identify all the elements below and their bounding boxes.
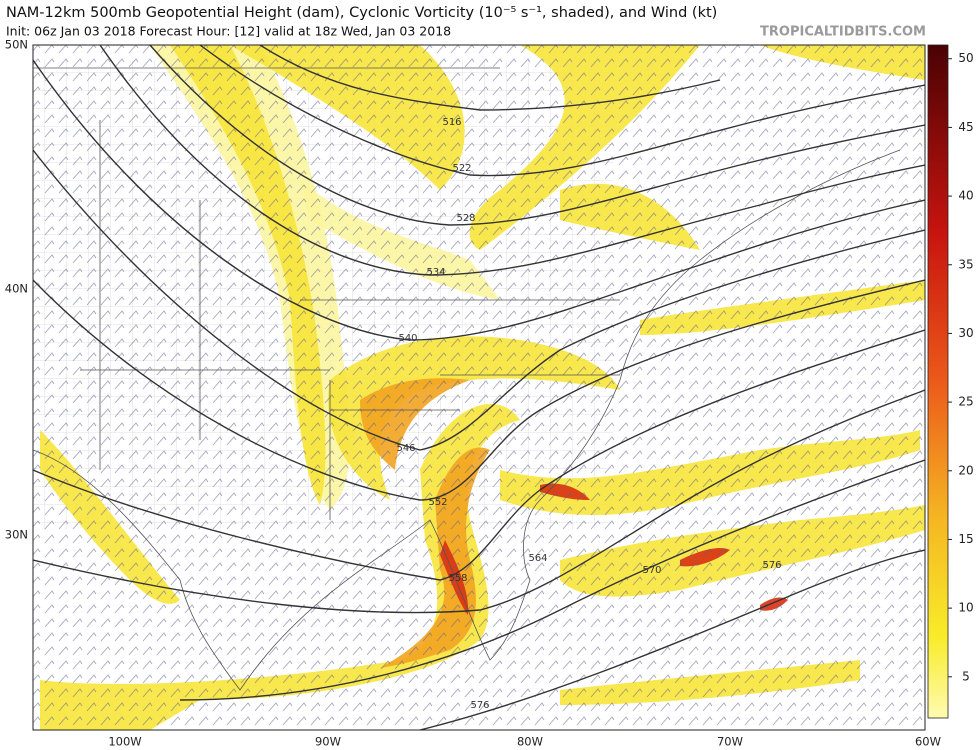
height-contour <box>99 45 925 276</box>
colorbar-tick-label: 5 <box>962 669 970 683</box>
height-contour <box>149 45 925 226</box>
height-contour <box>179 459 925 701</box>
watermark: TROPICALTIDBITS.COM <box>760 25 926 40</box>
state-borders <box>33 67 620 520</box>
coastline <box>33 149 901 691</box>
colorbar-tick-label: 40 <box>958 189 973 203</box>
colorbar-tick-label: 35 <box>958 257 973 271</box>
colorbar-tick-label: 30 <box>958 326 973 340</box>
contour-label: 546 <box>396 443 415 454</box>
contour-label: 576 <box>470 700 489 711</box>
lon-label: 90W <box>315 735 341 749</box>
contour-label: 540 <box>398 333 417 344</box>
colorbar-tick-label: 20 <box>958 463 973 477</box>
colorbar <box>927 44 949 719</box>
lon-label: 100W <box>108 735 141 749</box>
height-contour <box>419 549 925 730</box>
map-frame <box>32 44 926 731</box>
colorbar-tick-label: 25 <box>958 395 973 409</box>
contour-label: 534 <box>426 267 445 278</box>
contour-label: 570 <box>642 565 661 576</box>
wind-barbs <box>33 45 925 730</box>
colorbar-tick-label: 15 <box>958 532 973 546</box>
height-contour <box>33 389 925 614</box>
colorbar-tick-label: 45 <box>958 120 973 134</box>
lat-label: 30N <box>5 528 28 542</box>
subtitle: Init: 06z Jan 03 2018 Forecast Hour: [12… <box>6 24 451 39</box>
colorbar-tick-label: 50 <box>958 51 973 65</box>
height-contour <box>33 149 925 451</box>
height-contour <box>33 59 925 341</box>
contour-label: 516 <box>442 117 461 128</box>
lat-label: 40N <box>5 282 28 296</box>
height-contour <box>259 45 721 111</box>
height-contour <box>199 45 925 177</box>
lon-label: 80W <box>517 735 543 749</box>
lat-label: 50N <box>5 38 28 52</box>
lon-label: 60W <box>915 735 941 749</box>
map: 516 522 528 534 540 546 552 558 564 570 … <box>33 45 925 730</box>
lon-label: 70W <box>717 735 743 749</box>
contour-label: 552 <box>428 497 447 508</box>
contour-label: 528 <box>456 213 475 224</box>
contour-label: 558 <box>448 573 467 584</box>
contour-label: 576 <box>762 560 781 571</box>
height-contour <box>33 279 925 501</box>
title: NAM-12km 500mb Geopotential Height (dam)… <box>6 5 717 21</box>
height-contour <box>33 329 925 581</box>
contour-label: 564 <box>528 553 547 564</box>
contour-label: 522 <box>452 163 471 174</box>
colorbar-tick-label: 10 <box>958 601 973 615</box>
